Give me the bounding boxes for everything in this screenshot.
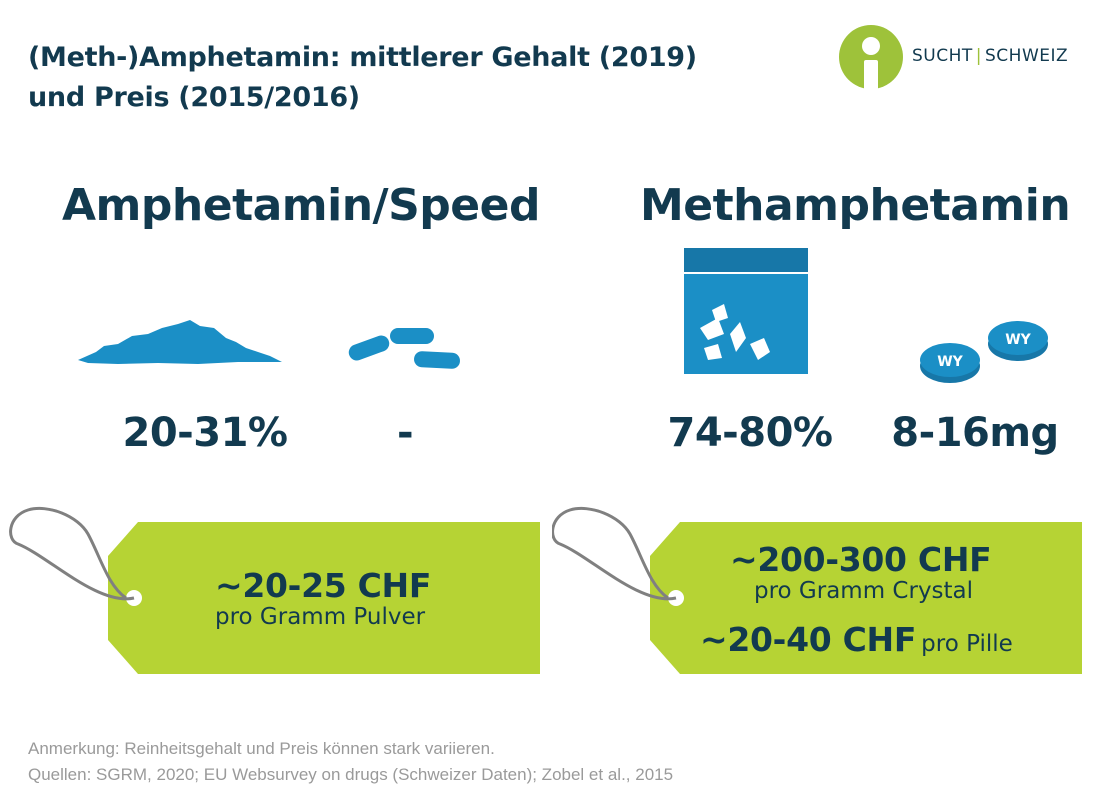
pill-imprint-1: WY xyxy=(937,354,963,370)
amphetamin-purity: 20-31% xyxy=(122,410,288,456)
heading-methamphetamin: Methamphetamin xyxy=(640,180,1071,231)
amphetamin-dose: - xyxy=(396,410,414,456)
crystal-bag-icon xyxy=(684,248,808,374)
page-title: (Meth-)Amphetamin: mittlerer Gehalt (201… xyxy=(28,38,788,118)
tag-string-right xyxy=(552,507,677,601)
amphetamin-price: ~20-25 CHF xyxy=(215,566,432,605)
logo-text-right: SCHWEIZ xyxy=(985,46,1069,66)
heading-amphetamin: Amphetamin/Speed xyxy=(62,180,540,231)
methamphetamin-price-pill: ~20-40 CHF xyxy=(700,620,917,659)
title-line-1: (Meth-)Amphetamin: mittlerer Gehalt (201… xyxy=(28,42,697,73)
tag-string-left xyxy=(9,507,135,601)
powder-pile-icon xyxy=(78,320,282,364)
person-circle-icon xyxy=(839,25,903,90)
price-tag-left xyxy=(9,507,540,674)
pill-imprint-2: WY xyxy=(1005,332,1031,348)
logo-text-left: SUCHT xyxy=(912,46,973,66)
methamphetamin-price-crystal-unit: pro Gramm Crystal xyxy=(754,578,974,604)
footnotes: Anmerkung: Reinheitsgehalt und Preis kön… xyxy=(28,736,673,788)
title-line-2: und Preis (2015/2016) xyxy=(28,82,360,113)
remark-note: Anmerkung: Reinheitsgehalt und Preis kön… xyxy=(28,739,495,758)
methamphetamin-price-crystal: ~200-300 CHF xyxy=(730,540,992,579)
methamphetamin-price-pill-line: ~20-40 CHF pro Pille xyxy=(700,620,1013,659)
price-tag-right xyxy=(552,507,1082,674)
methamphetamin-purity: 74-80% xyxy=(667,410,833,456)
logo-separator: | xyxy=(975,46,983,66)
logo-text: SUCHT | SCHWEIZ xyxy=(912,46,1068,66)
sources-note: Quellen: SGRM, 2020; EU Websurvey on dru… xyxy=(28,765,674,784)
capsules-icon xyxy=(348,328,460,369)
amphetamin-price-unit: pro Gramm Pulver xyxy=(215,604,426,630)
wy-pills-icon: WY WY xyxy=(920,321,1048,383)
methamphetamin-price-pill-unit: pro Pille xyxy=(921,631,1013,657)
methamphetamin-dose: 8-16mg xyxy=(891,410,1059,456)
